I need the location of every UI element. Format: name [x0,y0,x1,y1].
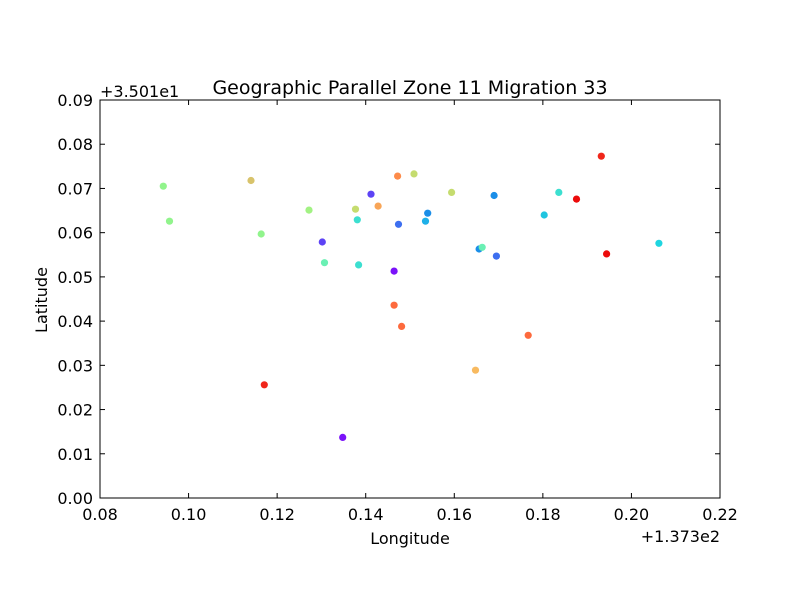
ticks-layer: 0.08 0.10 0.12 0.14 0.16 0.18 0.20 0.22 0.00 0.01… [57,91,737,524]
chart-title: Geographic Parallel Zone 11 Migration 33 [212,77,607,99]
data-point [353,216,361,224]
data-point [390,301,398,309]
data-point [339,433,347,441]
data-point [394,172,402,180]
x-offset-label: +1.373e2 [641,527,720,546]
y-offset-label: +3.501e1 [100,82,179,101]
data-point [260,381,268,389]
data-point [555,188,563,196]
y-tick-label: 0.04 [57,312,93,331]
y-tick-label: 0.02 [57,401,93,420]
data-point [448,188,456,196]
data-point [305,206,313,214]
points-layer [159,152,663,441]
y-tick-label: 0.05 [57,268,93,287]
x-tick-label: 0.22 [702,505,738,524]
data-point [492,252,500,260]
data-point [398,322,406,330]
data-point [490,191,498,200]
y-tick-label: 0.08 [57,135,93,154]
data-point [351,205,360,213]
y-tick-label: 0.06 [57,224,93,243]
y-tick-label: 0.01 [57,445,93,464]
data-point [478,243,486,251]
data-point [410,170,418,178]
data-point [257,230,265,238]
data-point [390,267,398,275]
y-tick-label: 0.07 [57,179,93,198]
data-point [159,182,167,190]
x-tick-label: 0.18 [525,505,561,524]
data-point [572,195,581,203]
data-point [367,190,375,198]
y-axis-label: Latitude [32,267,51,333]
x-tick-label: 0.16 [436,505,472,524]
x-tick-label: 0.20 [614,505,650,524]
data-point [540,211,548,219]
plot-frame [99,99,721,499]
data-point [603,250,611,258]
data-point [421,217,430,225]
data-point [320,259,329,267]
data-point [318,238,326,246]
y-tick-label: 0.03 [57,356,93,375]
data-point [394,220,403,228]
data-point [471,366,480,374]
data-point [355,261,363,269]
x-tick-label: 0.14 [348,505,384,524]
data-point [655,239,663,247]
y-tick-label: 0.09 [57,91,93,110]
x-tick-label: 0.10 [171,505,207,524]
data-point [165,217,174,225]
data-point [597,152,605,160]
x-axis-label: Longitude [370,529,450,548]
x-tick-label: 0.08 [82,505,118,524]
y-tick-label: 0.00 [57,489,93,508]
data-point [524,331,532,339]
x-tick-label: 0.12 [259,505,295,524]
data-point [424,209,432,217]
data-point [247,176,255,185]
data-point [374,202,382,210]
